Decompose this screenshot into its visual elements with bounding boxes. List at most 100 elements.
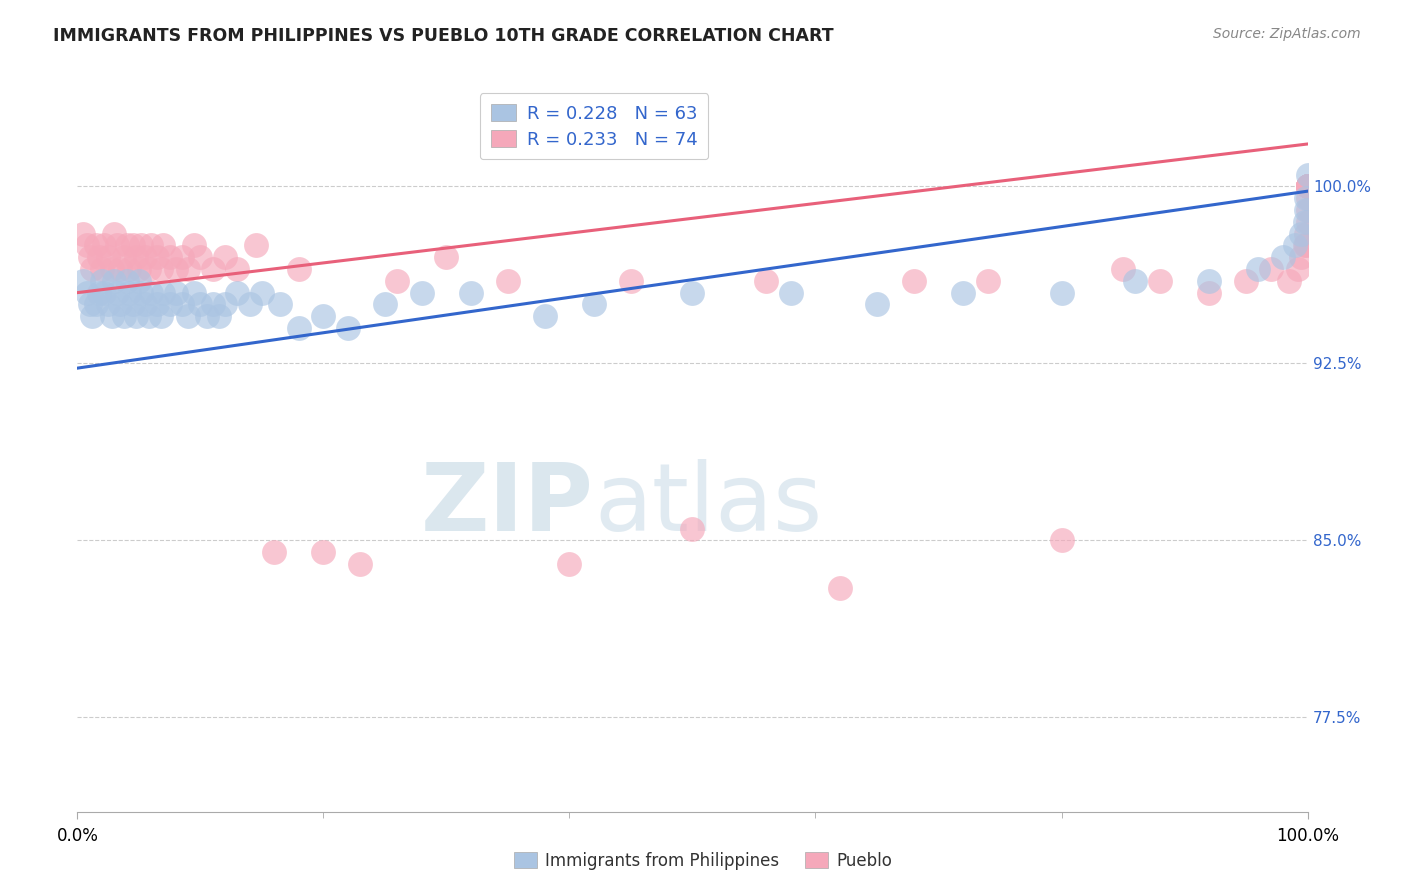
Point: [138, 310, 160, 324]
Point: [952, 285, 974, 300]
Point: [1294, 215, 1316, 229]
Point: [436, 250, 458, 264]
Text: IMMIGRANTS FROM PHILIPPINES VS PUEBLO 10TH GRADE CORRELATION CHART: IMMIGRANTS FROM PHILIPPINES VS PUEBLO 10…: [53, 27, 834, 45]
Point: [84, 297, 107, 311]
Point: [411, 285, 433, 300]
Point: [1149, 274, 1171, 288]
Point: [1125, 274, 1147, 288]
Point: [72, 274, 94, 288]
Point: [159, 250, 181, 264]
Point: [101, 262, 124, 277]
Point: [129, 238, 153, 252]
Point: [349, 557, 371, 571]
Point: [82, 262, 104, 277]
Text: ZIP: ZIP: [422, 458, 595, 550]
Point: [97, 297, 120, 311]
Point: [165, 285, 187, 300]
Point: [170, 250, 193, 264]
Point: [138, 262, 160, 277]
Point: [1296, 179, 1319, 194]
Point: [1198, 274, 1220, 288]
Point: [245, 238, 267, 252]
Point: [208, 310, 231, 324]
Point: [214, 250, 236, 264]
Point: [1296, 179, 1319, 194]
Point: [188, 250, 212, 264]
Point: [112, 310, 135, 324]
Point: [1284, 238, 1306, 252]
Point: [112, 250, 135, 264]
Legend: R = 0.228   N = 63, R = 0.233   N = 74: R = 0.228 N = 63, R = 0.233 N = 74: [479, 93, 709, 160]
Point: [269, 297, 291, 311]
Point: [177, 262, 200, 277]
Point: [288, 321, 311, 335]
Point: [84, 238, 107, 252]
Text: atlas: atlas: [595, 458, 823, 550]
Point: [129, 285, 153, 300]
Point: [558, 557, 581, 571]
Point: [620, 274, 643, 288]
Point: [1296, 179, 1319, 194]
Point: [1295, 202, 1317, 217]
Point: [312, 310, 335, 324]
Point: [159, 297, 181, 311]
Point: [183, 238, 205, 252]
Point: [89, 285, 111, 300]
Point: [82, 310, 104, 324]
Point: [76, 285, 98, 300]
Point: [1296, 168, 1319, 182]
Point: [226, 285, 249, 300]
Point: [76, 238, 98, 252]
Text: Source: ZipAtlas.com: Source: ZipAtlas.com: [1213, 27, 1361, 41]
Point: [866, 297, 889, 311]
Point: [250, 285, 273, 300]
Point: [1296, 179, 1319, 194]
Point: [115, 238, 138, 252]
Point: [385, 274, 409, 288]
Point: [1294, 238, 1316, 252]
Point: [1247, 262, 1270, 277]
Point: [146, 250, 169, 264]
Point: [1278, 274, 1301, 288]
Point: [1260, 262, 1282, 277]
Point: [93, 238, 115, 252]
Point: [128, 274, 150, 288]
Point: [125, 310, 148, 324]
Point: [682, 285, 704, 300]
Point: [1296, 179, 1319, 194]
Point: [682, 522, 704, 536]
Legend: Immigrants from Philippines, Pueblo: Immigrants from Philippines, Pueblo: [508, 846, 898, 877]
Point: [288, 262, 311, 277]
Point: [103, 274, 125, 288]
Point: [110, 297, 132, 311]
Point: [1296, 179, 1319, 194]
Point: [115, 274, 138, 288]
Point: [89, 250, 111, 264]
Point: [460, 285, 482, 300]
Point: [780, 285, 803, 300]
Point: [103, 227, 125, 241]
Point: [1295, 227, 1317, 241]
Point: [239, 297, 262, 311]
Point: [134, 250, 156, 264]
Point: [188, 297, 212, 311]
Point: [1296, 179, 1319, 194]
Point: [128, 262, 150, 277]
Point: [125, 250, 148, 264]
Point: [150, 310, 173, 324]
Point: [105, 285, 128, 300]
Point: [755, 274, 778, 288]
Point: [1050, 533, 1073, 548]
Point: [1296, 179, 1319, 194]
Point: [263, 545, 285, 559]
Point: [1296, 191, 1319, 205]
Point: [583, 297, 606, 311]
Point: [1234, 274, 1257, 288]
Point: [141, 285, 163, 300]
Point: [1296, 179, 1319, 194]
Point: [214, 297, 236, 311]
Point: [150, 262, 173, 277]
Point: [337, 321, 360, 335]
Point: [177, 310, 200, 324]
Point: [1291, 227, 1313, 241]
